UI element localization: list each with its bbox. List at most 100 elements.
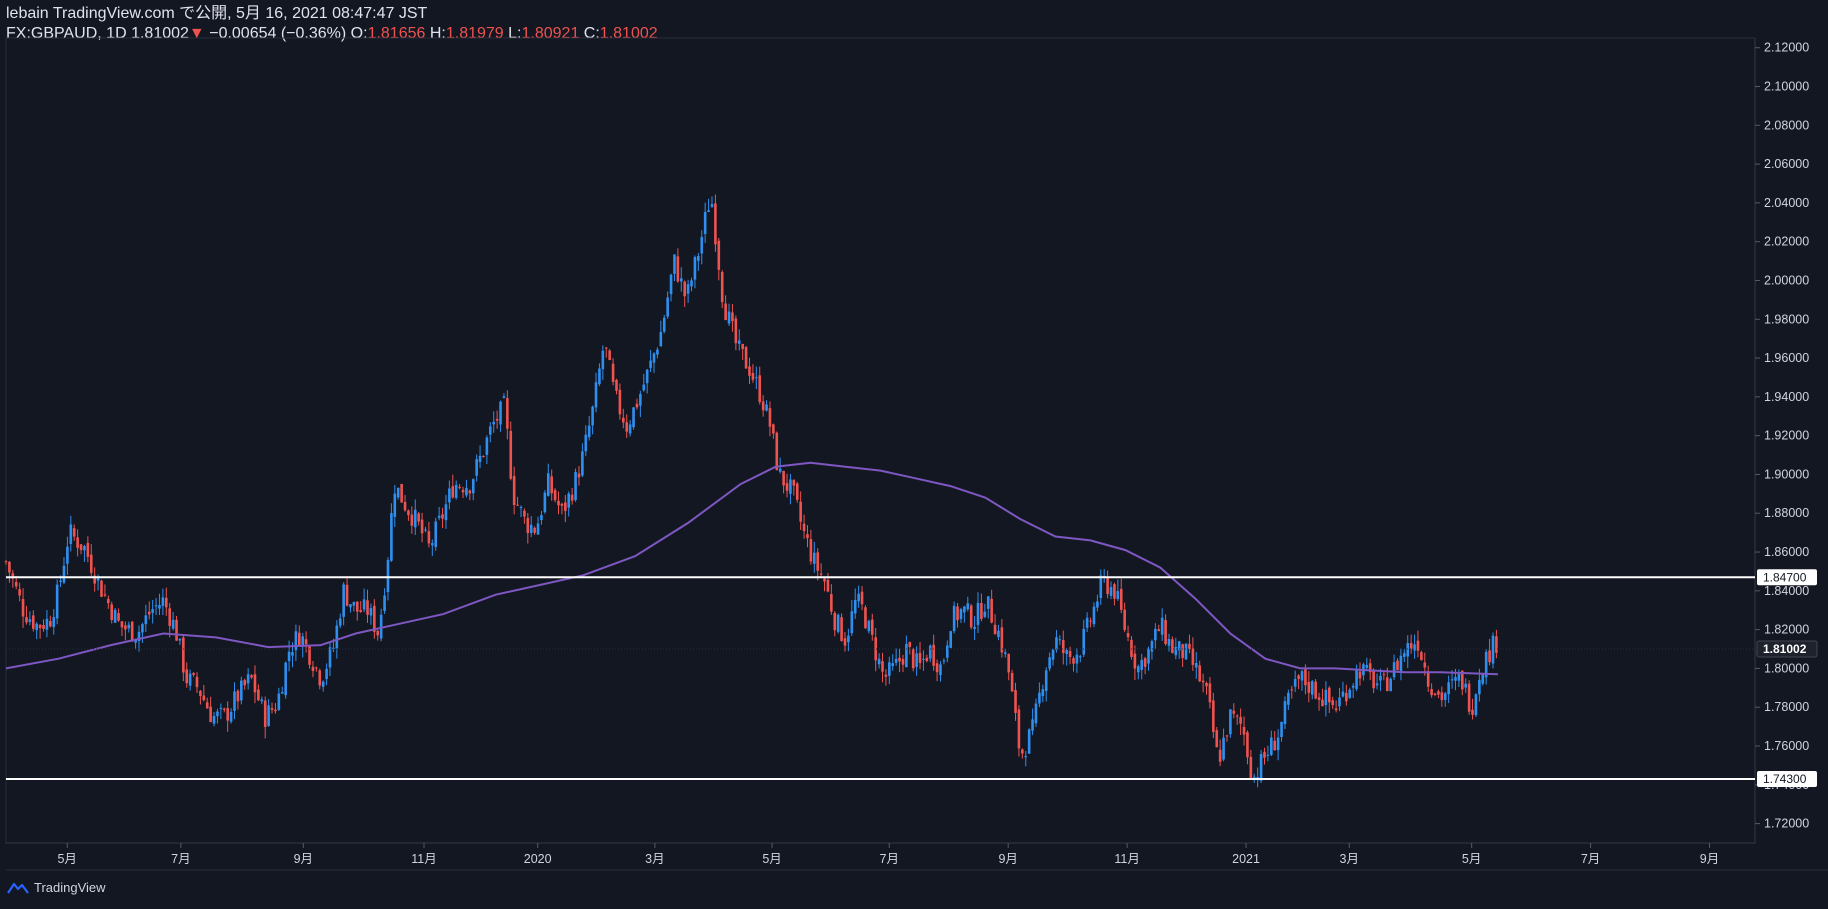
candle [649,349,652,372]
candle [270,702,274,714]
candle-body [683,281,686,297]
candle-body [894,658,898,663]
candle [110,601,114,624]
candle [1379,668,1382,692]
candle-body [1184,643,1188,660]
candle [1495,629,1498,659]
candle-body [901,659,905,665]
candle [942,658,946,665]
candle-body [1027,729,1031,754]
candle [1290,685,1294,699]
candle-body [1194,663,1198,668]
candle-body [1324,689,1328,706]
candle [168,602,172,638]
candle [178,638,182,646]
candle-body [1310,681,1314,695]
candle-body [1044,670,1048,691]
candle-body [1171,639,1174,654]
candle-body [284,662,287,696]
y-tick-label: 1.96000 [1764,351,1809,365]
candle-body [662,317,666,332]
candle-body [130,621,134,642]
candle [966,596,970,612]
candle [147,601,151,620]
candle-body [1198,665,1201,682]
candle [997,624,1000,641]
candle [1362,662,1365,681]
candle-body [1300,671,1304,681]
candle-body [1249,756,1253,779]
candle-body [666,297,669,317]
candle-body [1331,700,1335,706]
candle [1014,682,1017,721]
candle-body [287,651,291,662]
candle-body [444,504,448,521]
candle [448,480,451,510]
x-tick-label: 3月 [1340,852,1359,866]
candle [1181,643,1184,667]
candle [720,270,724,309]
candle [785,473,789,498]
candle-body [83,545,86,551]
y-tick-label: 1.78000 [1764,700,1809,714]
candle-body [1321,699,1324,707]
candle-body [400,483,403,503]
candle-body [18,589,21,596]
candle [366,589,369,623]
candle-body [1433,693,1437,695]
candle-body [1085,617,1089,628]
candle-body [720,271,724,303]
x-tick-label: 7月 [880,852,899,866]
candle [362,588,366,613]
candle-body [488,426,492,435]
candle-body [267,705,270,727]
candle [587,415,591,441]
candle [908,641,912,655]
candle-body [1089,620,1092,622]
candle [1099,569,1103,605]
candle-body [298,632,301,646]
candle [499,400,502,432]
candle [458,483,461,490]
candle-body [345,584,349,606]
candle [451,474,455,499]
candle [710,196,714,208]
candle-body [502,396,506,398]
candle [608,349,611,361]
candle-body [809,539,813,562]
candle-body [789,479,792,494]
candle-body [413,509,417,528]
candle-body [652,353,656,363]
candle [751,364,755,383]
candle [1297,674,1300,689]
footer-brand[interactable]: TradingView [6,880,106,895]
candle-body [369,608,373,616]
candle [18,582,21,602]
candle-body [277,693,281,710]
candle-body [969,605,973,628]
candle [1194,652,1198,679]
candle-body [349,604,352,608]
candle-body [294,631,298,651]
candle [236,689,240,710]
candle-body [877,658,881,665]
candle-body [1327,687,1331,703]
candle [850,599,854,636]
candle-body [1147,648,1150,664]
candle [870,613,874,641]
candle [280,686,284,694]
candle [1276,729,1280,761]
candle-body [1416,640,1420,651]
candle [1430,683,1433,698]
candle-body [734,318,738,344]
candle-body [468,490,472,494]
candle [492,411,496,433]
candle-body [437,515,441,518]
candle-body [1464,683,1468,688]
candle [1116,579,1120,601]
candle [1246,730,1249,765]
candle-body [1450,679,1454,681]
candle [424,526,427,533]
candle [393,484,397,527]
